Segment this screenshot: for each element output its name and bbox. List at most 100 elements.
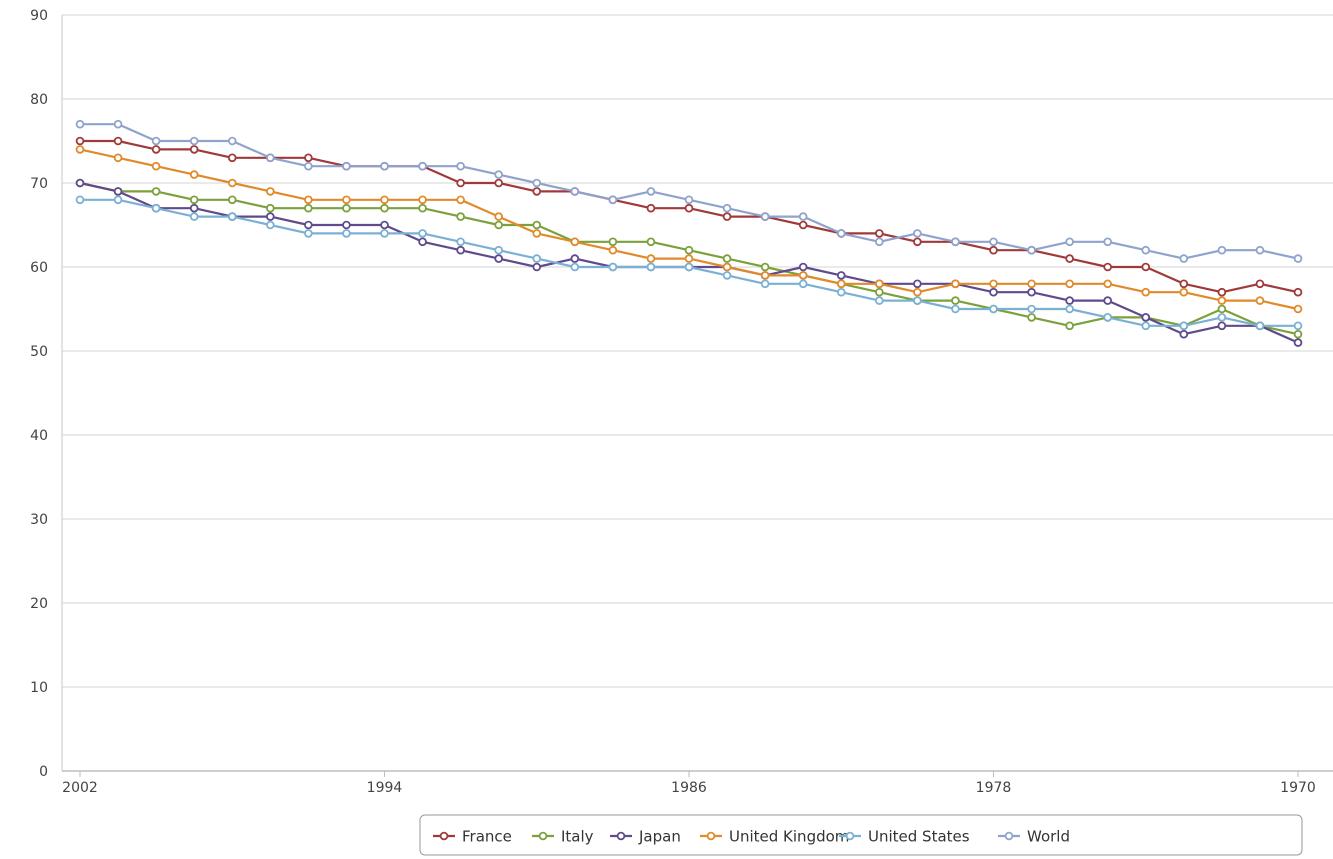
data-point-france bbox=[113, 136, 123, 146]
data-point-united-states bbox=[951, 304, 960, 314]
axis-layer: 0 10 20 30 40 50 60 70 80 90 2002 1994 1986 1978 1970 bbox=[30, 8, 1333, 796]
data-point-italy bbox=[1027, 313, 1036, 322]
data-point-world bbox=[1217, 245, 1227, 255]
data-point-france bbox=[1217, 287, 1227, 297]
x-tick-label: 1994 bbox=[367, 780, 403, 796]
data-point-united-states bbox=[1293, 321, 1303, 331]
data-point-japan bbox=[304, 220, 313, 230]
data-point-japan bbox=[1293, 338, 1303, 347]
y-tick-label: 30 bbox=[30, 512, 48, 528]
data-point-united-kingdom bbox=[380, 195, 389, 205]
data-point-united-kingdom bbox=[951, 279, 960, 289]
y-tick-label: 0 bbox=[39, 764, 48, 780]
y-tick-label: 20 bbox=[30, 596, 48, 612]
grid-layer bbox=[62, 14, 1333, 772]
data-point-italy bbox=[646, 237, 656, 247]
data-point-world bbox=[1141, 245, 1151, 255]
data-point-united-kingdom bbox=[456, 195, 465, 205]
data-point-united-kingdom bbox=[798, 271, 808, 280]
data-point-france bbox=[494, 178, 503, 188]
data-point-world bbox=[760, 212, 770, 221]
data-point-japan bbox=[494, 254, 503, 263]
legend-label: United Kingdom bbox=[729, 828, 849, 846]
legend-item-united-states[interactable]: United States bbox=[839, 828, 970, 846]
legend-label: France bbox=[462, 828, 512, 846]
data-point-france bbox=[456, 178, 465, 188]
data-point-italy bbox=[380, 203, 389, 213]
series-line-world bbox=[80, 123, 1299, 260]
data-point-italy bbox=[760, 262, 770, 272]
data-point-united-states bbox=[1141, 321, 1151, 331]
data-point-united-kingdom bbox=[494, 212, 503, 221]
data-point-world bbox=[836, 229, 846, 238]
data-point-japan bbox=[380, 220, 389, 230]
data-point-united-states bbox=[570, 262, 580, 272]
data-point-united-kingdom bbox=[75, 145, 85, 154]
data-point-world bbox=[1065, 237, 1074, 247]
data-point-world bbox=[1293, 254, 1303, 263]
data-point-united-kingdom bbox=[1065, 279, 1074, 289]
data-point-united-kingdom bbox=[227, 178, 237, 188]
legend-item-italy[interactable]: Italy bbox=[532, 828, 594, 846]
legend-label: World bbox=[1027, 828, 1070, 846]
data-point-united-states bbox=[380, 229, 389, 238]
data-point-japan bbox=[113, 187, 123, 196]
y-tick-label: 80 bbox=[30, 92, 48, 108]
legend-item-united-kingdom[interactable]: United Kingdom bbox=[700, 828, 849, 846]
legend-swatch-marker bbox=[616, 831, 626, 841]
data-point-world bbox=[570, 187, 580, 196]
data-point-italy bbox=[684, 245, 694, 255]
data-point-world bbox=[227, 136, 237, 146]
legend-label: United States bbox=[868, 828, 970, 846]
y-tick-label: 70 bbox=[30, 176, 48, 192]
data-point-world bbox=[532, 178, 542, 188]
data-point-united-states bbox=[684, 262, 694, 272]
data-point-united-kingdom bbox=[418, 195, 427, 205]
data-point-italy bbox=[608, 237, 618, 247]
data-point-world bbox=[1255, 245, 1265, 255]
legend-label: Italy bbox=[561, 828, 594, 846]
data-point-united-states bbox=[1027, 304, 1036, 314]
data-point-italy bbox=[494, 220, 503, 230]
data-point-japan bbox=[418, 237, 427, 247]
data-point-united-states bbox=[151, 203, 161, 213]
y-tick-label: 90 bbox=[30, 8, 48, 24]
series-world bbox=[75, 119, 1303, 263]
data-point-france bbox=[1103, 262, 1112, 272]
legend-item-japan[interactable]: Japan bbox=[610, 828, 681, 846]
data-point-world bbox=[722, 203, 732, 213]
data-point-france bbox=[1141, 262, 1151, 272]
legend-item-world[interactable]: World bbox=[998, 828, 1070, 846]
data-point-united-states bbox=[227, 212, 237, 221]
data-point-italy bbox=[304, 203, 313, 213]
data-point-france bbox=[304, 153, 313, 163]
data-point-united-states bbox=[418, 229, 427, 238]
y-tick-label: 10 bbox=[30, 680, 48, 696]
data-point-united-states bbox=[1065, 304, 1074, 314]
data-point-united-kingdom bbox=[989, 279, 998, 289]
data-point-united-kingdom bbox=[1103, 279, 1112, 289]
data-point-italy bbox=[1293, 329, 1303, 339]
data-point-japan bbox=[456, 245, 465, 255]
data-point-japan bbox=[532, 262, 542, 272]
data-point-world bbox=[342, 161, 351, 171]
data-point-world bbox=[113, 119, 123, 129]
data-point-united-states bbox=[646, 262, 656, 272]
data-point-france bbox=[151, 145, 161, 154]
data-point-italy bbox=[722, 254, 732, 263]
data-point-world bbox=[951, 237, 960, 247]
legend-item-france[interactable]: France bbox=[433, 828, 512, 846]
x-tick-label: 1978 bbox=[976, 780, 1012, 796]
data-point-united-kingdom bbox=[646, 254, 656, 263]
data-point-world bbox=[418, 161, 427, 171]
data-point-japan bbox=[1027, 287, 1036, 297]
data-point-united-kingdom bbox=[913, 287, 922, 297]
data-point-france bbox=[227, 153, 237, 163]
data-point-italy bbox=[189, 195, 199, 205]
data-point-japan bbox=[913, 279, 922, 289]
data-point-italy bbox=[342, 203, 351, 213]
series-united-kingdom bbox=[75, 145, 1303, 314]
data-point-world bbox=[75, 119, 85, 129]
data-point-united-states bbox=[875, 296, 884, 305]
data-point-united-states bbox=[608, 262, 618, 272]
